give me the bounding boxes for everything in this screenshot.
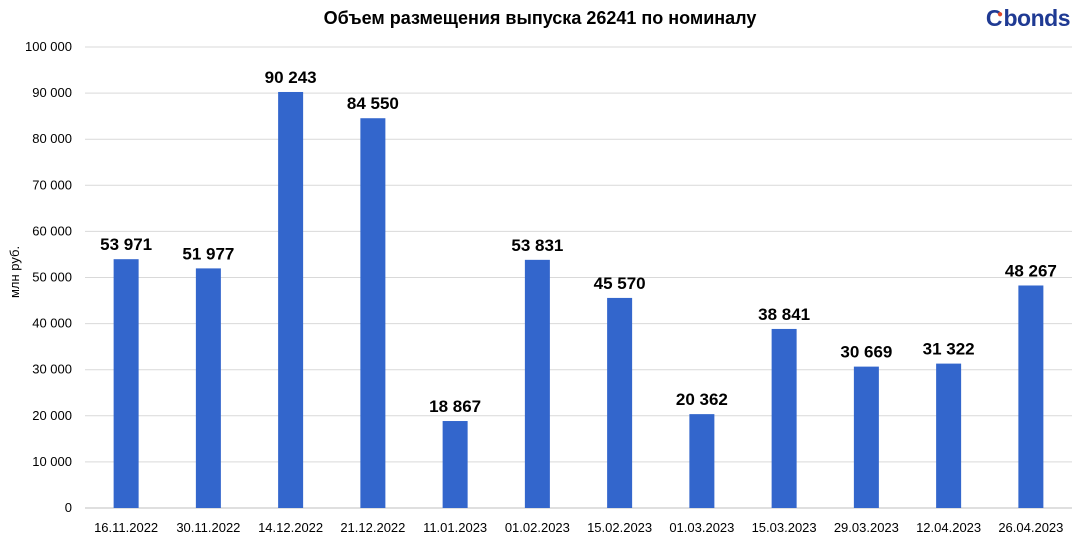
bar-value-label: 53 971 [100, 235, 152, 254]
x-tick-label: 15.02.2023 [587, 520, 652, 535]
x-tick-label: 16.11.2022 [94, 520, 158, 535]
y-tick-label: 0 [65, 500, 72, 515]
y-tick-label: 50 000 [32, 270, 72, 285]
y-tick-label: 90 000 [32, 85, 72, 100]
x-tick-label: 15.03.2023 [752, 520, 817, 535]
y-tick-label: 80 000 [32, 131, 72, 146]
chart-title: Объем размещения выпуска 26241 по номина… [323, 8, 757, 28]
bar [689, 414, 715, 508]
bar [607, 297, 633, 508]
bar-value-label: 53 831 [511, 236, 563, 255]
y-tick-label: 20 000 [32, 408, 72, 423]
y-tick-label: 60 000 [32, 223, 72, 238]
x-tick-label: 01.03.2023 [669, 520, 734, 535]
y-tick-label: 30 000 [32, 362, 72, 377]
bar-value-label: 51 977 [182, 244, 234, 263]
x-tick-label: 11.01.2023 [423, 520, 487, 535]
bar-value-label: 84 550 [347, 94, 399, 113]
y-axis-title: млн руб. [7, 246, 22, 298]
bar-value-label: 20 362 [676, 390, 728, 409]
bar [278, 91, 304, 508]
bar-value-label: 38 841 [758, 305, 810, 324]
x-tick-label: 29.03.2023 [834, 520, 899, 535]
bars [113, 91, 1044, 509]
x-tick-label: 01.02.2023 [505, 520, 570, 535]
y-tick-label: 10 000 [32, 454, 72, 469]
x-tick-label: 26.04.2023 [998, 520, 1063, 535]
y-tick-label: 100 000 [25, 39, 72, 54]
x-axis-ticks: 16.11.2022 30.11.2022 14.12.2022 21.12.2022… [94, 520, 1063, 535]
y-axis-ticks: 0 10 000 20 000 30 000 40 000 50 000 60 000 70 … [25, 39, 72, 515]
bar [442, 421, 468, 508]
bar [360, 118, 386, 509]
x-tick-label: 12.04.2023 [916, 520, 981, 535]
bar-value-label: 31 322 [923, 340, 975, 359]
data-labels: 53 971 51 977 90 243 84 550 18 867 53 831 45 5… [100, 68, 1057, 416]
cbonds-logo: C●bonds [985, 5, 1071, 31]
bar [113, 259, 139, 508]
bar [1018, 285, 1044, 508]
x-tick-label: 14.12.2022 [258, 520, 323, 535]
y-tick-label: 40 000 [32, 316, 72, 331]
y-tick-label: 70 000 [32, 177, 72, 192]
x-tick-label: 21.12.2022 [340, 520, 405, 535]
bar-value-label: 48 267 [1005, 261, 1057, 280]
bar [195, 268, 221, 508]
gridlines [85, 46, 1072, 509]
bar-value-label: 45 570 [594, 274, 646, 293]
x-tick-label: 30.11.2022 [176, 520, 240, 535]
bar [771, 328, 797, 508]
bar-value-label: 30 669 [840, 343, 892, 362]
bar-value-label: 18 867 [429, 397, 481, 416]
bar [524, 259, 550, 508]
bar [936, 363, 962, 508]
bar-value-label: 90 243 [265, 68, 317, 87]
bar [853, 366, 879, 508]
